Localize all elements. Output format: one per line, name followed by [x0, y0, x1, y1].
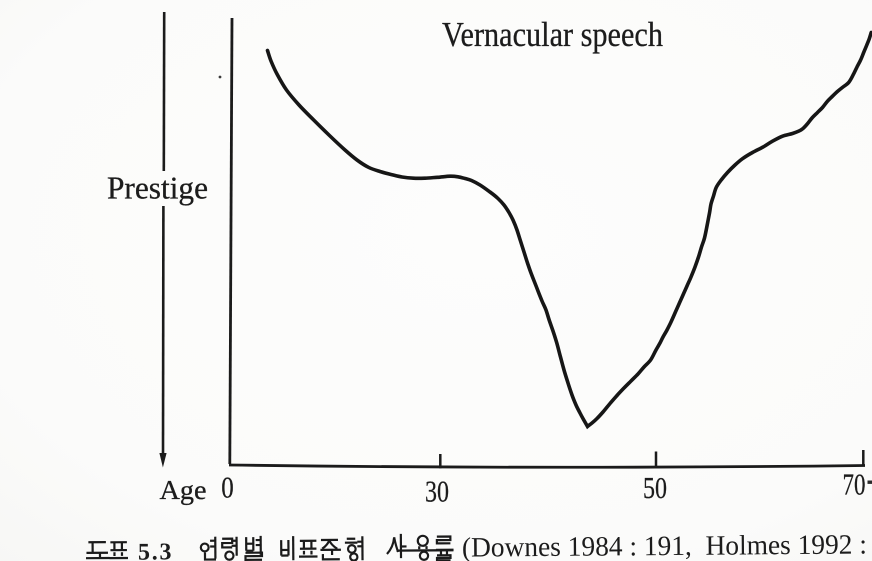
svg-text:(Downes 1984 : 191, Holmes 19: (Downes 1984 : 191, Holmes 1992 :: [462, 529, 867, 561]
svg-text:0: 0: [221, 470, 234, 505]
svg-text:Vernacular speech: Vernacular speech: [442, 15, 663, 54]
svg-text:50: 50: [643, 470, 667, 505]
svg-text:5.3: 5.3: [138, 539, 172, 561]
svg-text:Prestige: Prestige: [107, 170, 208, 206]
svg-text:Age: Age: [160, 475, 207, 505]
svg-text:30: 30: [425, 474, 449, 509]
svg-text:70: 70: [843, 467, 866, 502]
